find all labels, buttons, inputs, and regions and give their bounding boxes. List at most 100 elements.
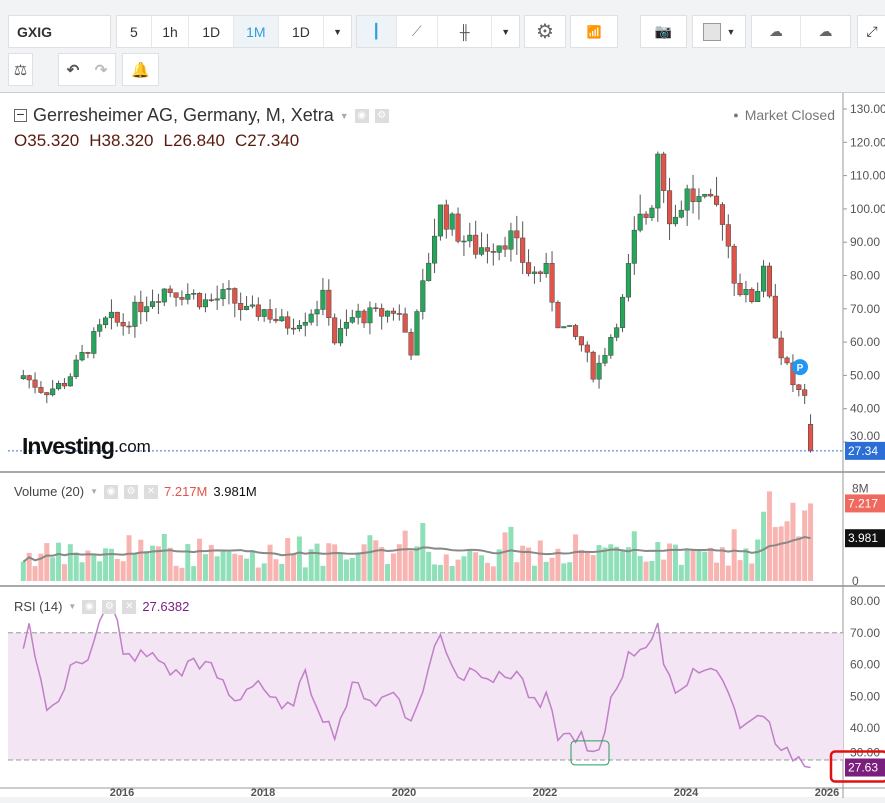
volume-bar (249, 550, 255, 581)
candlestick-icon[interactable]: ┃ (357, 16, 397, 47)
candle (590, 351, 596, 380)
candle (267, 309, 273, 320)
interval-5[interactable]: 5 (117, 16, 152, 47)
candle (191, 293, 197, 295)
interval-1h[interactable]: 1h (152, 16, 190, 47)
chevron-down-icon[interactable]: ▼ (333, 26, 343, 37)
volume-bar (296, 536, 302, 581)
volume-bar (126, 535, 132, 581)
candle (126, 325, 132, 328)
volume-bar (649, 560, 655, 581)
fullscreen-icon[interactable]: ⤢ (866, 23, 878, 39)
symbol-box[interactable]: GXIG (8, 15, 111, 48)
close-icon[interactable]: ✕ (144, 484, 159, 499)
interval-1d[interactable]: 1D (189, 16, 234, 47)
volume-bar (573, 534, 579, 581)
symbol-input[interactable]: GXIG (17, 23, 53, 40)
volume-bar (672, 544, 678, 581)
interval-1m[interactable]: 1M (234, 16, 279, 47)
redo-icon[interactable]: ↷ (94, 61, 108, 79)
scale-icon[interactable]: ⚖ (8, 53, 33, 86)
volume-bar (555, 548, 561, 581)
volume-bar (349, 558, 355, 581)
volume-tag (845, 494, 885, 513)
candle (103, 317, 109, 325)
candle (631, 229, 637, 264)
settings-icon[interactable]: ⚙ (536, 21, 554, 43)
volume-bar (684, 549, 690, 581)
visibility-icon[interactable]: ◉ (82, 599, 97, 614)
undo-icon[interactable]: ↶ (66, 61, 80, 79)
interval-1d-dropdown[interactable]: 1D (279, 16, 325, 47)
candle (367, 307, 373, 324)
volume-bar (32, 566, 38, 581)
candle (343, 321, 349, 329)
line-chart-icon[interactable]: ⟋ (397, 16, 438, 47)
price-tick-label: 50.00 (850, 368, 880, 382)
chevron-down-icon[interactable]: ▼ (90, 487, 99, 496)
volume-bar (208, 544, 214, 581)
cloud-upload-icon[interactable]: ☁ (818, 23, 833, 39)
candle (161, 288, 167, 303)
cloud-download-icon[interactable]: ☁ (752, 16, 801, 47)
candle (802, 389, 808, 396)
candle (273, 318, 279, 322)
candle (44, 392, 50, 396)
price-tick-label: 100.00 (850, 202, 885, 216)
volume-bar (320, 565, 326, 581)
time-tick-label: 2022 (533, 787, 557, 798)
volume-bar (26, 552, 32, 581)
volume-bar (308, 549, 314, 581)
candle (73, 359, 79, 377)
volume-bar (326, 543, 332, 581)
volume-bar (379, 547, 385, 581)
volume-bar (261, 563, 267, 581)
chevron-down-icon[interactable]: ▼ (501, 26, 511, 37)
candle (320, 289, 326, 310)
color-picker[interactable]: ▼ (693, 16, 745, 47)
alert-bell-icon[interactable]: 🔔 (122, 53, 159, 86)
visibility-icon[interactable]: ◉ (354, 108, 369, 123)
volume-bar (502, 532, 508, 581)
settings-icon[interactable]: ⚙ (124, 484, 139, 499)
candle (796, 384, 802, 390)
bar-chart-icon[interactable]: ╫ (438, 16, 493, 47)
chevron-down-icon[interactable]: ▼ (68, 602, 77, 611)
candle (167, 288, 173, 293)
candle (455, 213, 461, 242)
volume-tick-label: 0 (852, 574, 859, 588)
close-icon[interactable]: ✕ (122, 599, 137, 614)
indicators-icon[interactable]: 📶 (586, 24, 602, 39)
candle (443, 204, 449, 230)
time-tick-label: 2020 (392, 787, 416, 798)
volume-bar (667, 543, 673, 581)
candle (543, 263, 549, 274)
volume-bar (314, 543, 320, 581)
chart-area[interactable]: 130.00 120.00 110.00 100.00 90.00 80.00 70.00 6… (0, 92, 885, 799)
collapse-icon[interactable]: − (14, 107, 27, 122)
volume-bar (255, 567, 261, 581)
volume-bar (108, 548, 114, 581)
candle (725, 224, 731, 247)
candle (661, 153, 667, 191)
time-tick-label: 2018 (251, 787, 275, 798)
volume-bar (38, 553, 44, 581)
chevron-down-icon: ▼ (726, 26, 736, 37)
settings-icon[interactable]: ⚙ (374, 108, 389, 123)
candle (332, 317, 338, 344)
camera-icon[interactable]: 📷 (654, 23, 673, 39)
price-tick-label: 30.00 (850, 429, 880, 443)
rsi-line (22, 604, 811, 769)
volume-bar (790, 502, 796, 581)
candle (778, 337, 784, 359)
visibility-icon[interactable]: ◉ (104, 484, 119, 499)
volume-bar (432, 564, 438, 581)
volume-bar (737, 560, 743, 581)
settings-icon[interactable]: ⚙ (102, 599, 117, 614)
volume-bar (173, 565, 179, 581)
chevron-down-icon[interactable]: ▼ (339, 110, 349, 121)
candle (173, 292, 179, 298)
volume-bar (508, 526, 514, 581)
volume-bar (526, 547, 532, 581)
volume-bar (725, 565, 731, 581)
